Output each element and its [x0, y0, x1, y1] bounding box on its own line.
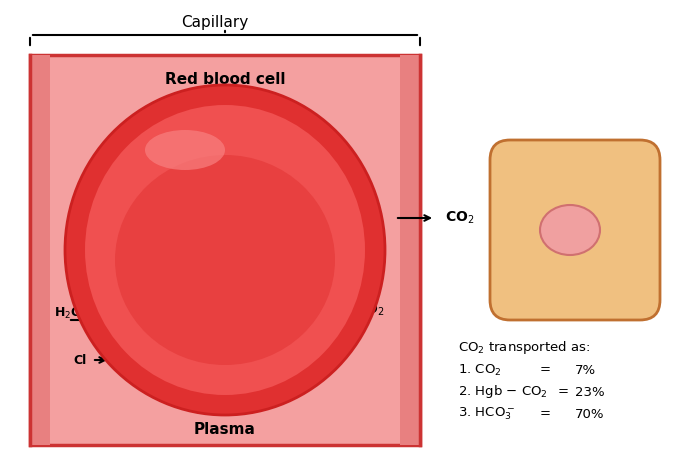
Text: Capillary: Capillary — [182, 15, 249, 29]
Text: 70%: 70% — [575, 407, 605, 421]
Text: Cl: Cl — [73, 354, 86, 366]
Text: Hgb $-$ CO$_2$: Hgb $-$ CO$_2$ — [193, 118, 267, 135]
Text: CO$_2$: CO$_2$ — [356, 302, 385, 318]
Text: $\hookrightarrow$ HCO$_3^-$ + H$^+$: $\hookrightarrow$ HCO$_3^-$ + H$^+$ — [175, 234, 276, 253]
FancyBboxPatch shape — [490, 140, 660, 320]
Text: Cl: Cl — [141, 287, 154, 300]
Text: H$_2$O: H$_2$O — [54, 305, 82, 320]
Text: anhydrase: anhydrase — [111, 192, 185, 204]
Text: =: = — [539, 407, 551, 421]
Text: Plasma: Plasma — [194, 422, 256, 438]
Text: Carbonic: Carbonic — [117, 178, 179, 192]
Text: +: + — [290, 185, 301, 197]
Bar — [30, 55, 50, 445]
Text: +: + — [235, 256, 245, 270]
FancyBboxPatch shape — [30, 55, 420, 445]
Text: 7%: 7% — [575, 363, 596, 377]
Text: 3. HCO$_3^-$: 3. HCO$_3^-$ — [458, 406, 515, 422]
Text: Hgb: Hgb — [226, 271, 254, 285]
Text: =: = — [558, 386, 568, 398]
Ellipse shape — [65, 85, 385, 415]
Text: 2. Hgb $-$ CO$_2$: 2. Hgb $-$ CO$_2$ — [458, 383, 548, 401]
Text: =: = — [539, 363, 551, 377]
Text: CO$_2$ transported as:: CO$_2$ transported as: — [458, 339, 590, 356]
Text: H$_2$O: H$_2$O — [134, 270, 163, 286]
Text: Hgb: Hgb — [281, 171, 309, 185]
Text: 1. CO$_2$: 1. CO$_2$ — [458, 362, 502, 378]
Bar — [400, 55, 420, 445]
Text: CO$_2$: CO$_2$ — [340, 210, 370, 226]
Text: CO$_2$: CO$_2$ — [445, 210, 475, 226]
Ellipse shape — [85, 105, 365, 395]
Text: Cell: Cell — [556, 144, 584, 160]
Ellipse shape — [145, 130, 225, 170]
Text: Hgb $-$ H$^+$: Hgb $-$ H$^+$ — [206, 313, 274, 331]
Text: 23%: 23% — [575, 386, 605, 398]
Ellipse shape — [115, 155, 335, 365]
Ellipse shape — [540, 205, 600, 255]
Text: HCO$_3^-$: HCO$_3^-$ — [177, 381, 222, 399]
Text: H$_2$CO$_3$: H$_2$CO$_3$ — [82, 211, 124, 226]
Text: Red blood cell: Red blood cell — [165, 73, 285, 87]
Text: H$_2$O + CO$_2$: H$_2$O + CO$_2$ — [184, 211, 256, 226]
Text: CO$_2$: CO$_2$ — [517, 211, 543, 226]
